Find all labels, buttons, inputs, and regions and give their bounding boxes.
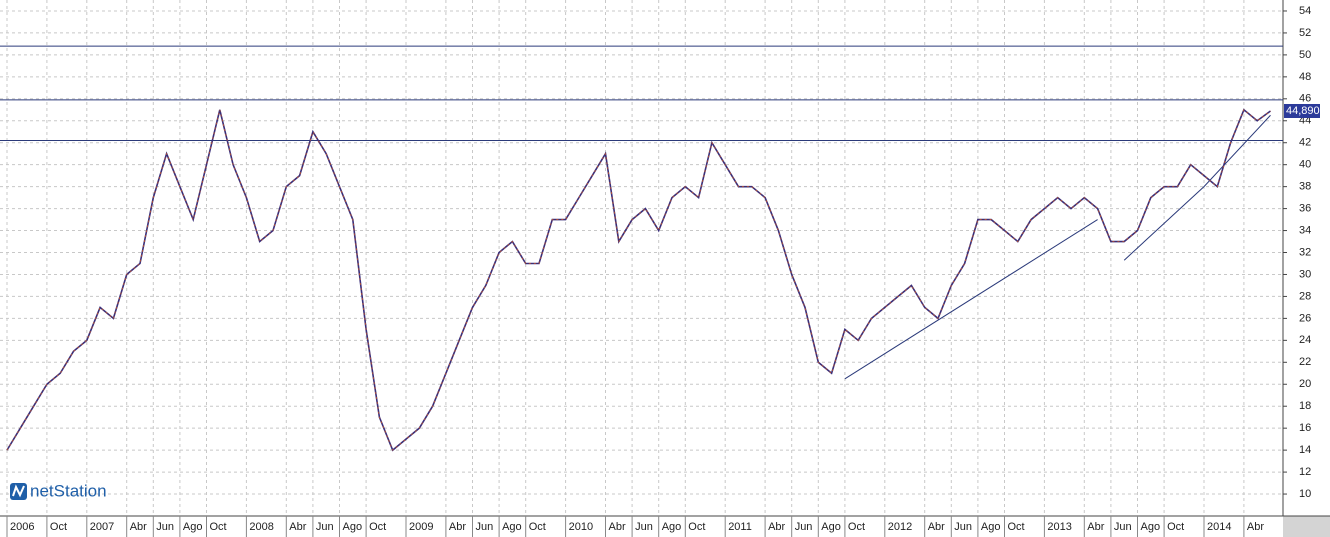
y-tick-label: 14 xyxy=(1299,444,1311,456)
y-tick-label: 22 xyxy=(1299,356,1311,368)
trend-line xyxy=(1123,114,1271,261)
y-tick-label: 54 xyxy=(1299,5,1311,17)
x-tick-label: Ago xyxy=(981,521,1001,533)
x-tick-label: Oct xyxy=(848,521,865,533)
x-tick-label: 2007 xyxy=(90,521,114,533)
x-tick-label: Oct xyxy=(1008,521,1025,533)
y-tick-label: 28 xyxy=(1299,290,1311,302)
x-tick-label: 2010 xyxy=(569,521,593,533)
logo: netStation xyxy=(10,481,107,500)
x-tick-label: Oct xyxy=(1167,521,1184,533)
x-tick-label: Abr xyxy=(1247,521,1264,533)
x-tick-label: 2013 xyxy=(1047,521,1071,533)
y-tick-label: 36 xyxy=(1299,203,1311,215)
x-tick-label: Oct xyxy=(50,521,67,533)
y-tick-label: 38 xyxy=(1299,181,1311,193)
x-tick-label: Jun xyxy=(1114,521,1132,533)
x-tick-label: Abr xyxy=(609,521,626,533)
x-tick-label: Ago xyxy=(502,521,522,533)
x-tick-label: Jun xyxy=(635,521,653,533)
y-tick-label: 18 xyxy=(1299,400,1311,412)
y-tick-label: 12 xyxy=(1299,466,1311,478)
x-tick-label: Jun xyxy=(156,521,174,533)
x-tick-label: Abr xyxy=(768,521,785,533)
y-tick-label: 46 xyxy=(1299,93,1311,105)
y-tick-label: 50 xyxy=(1299,49,1311,61)
x-tick-label: Oct xyxy=(688,521,705,533)
price-line-overlay xyxy=(6,109,1271,451)
x-tick-label: Abr xyxy=(289,521,306,533)
y-tick-label: 52 xyxy=(1299,27,1311,39)
y-tick-label: 34 xyxy=(1299,224,1311,236)
x-tick-label: Ago xyxy=(1141,521,1161,533)
trend-line xyxy=(844,219,1098,380)
x-tick-label: 2006 xyxy=(10,521,34,533)
x-tick-label: Abr xyxy=(130,521,147,533)
x-tick-label: Jun xyxy=(316,521,334,533)
x-tick-label: 2012 xyxy=(888,521,912,533)
y-tick-label: 48 xyxy=(1299,71,1311,83)
x-tick-label: Jun xyxy=(795,521,813,533)
logo-mark xyxy=(12,484,25,498)
y-tick-label: 20 xyxy=(1299,378,1311,390)
x-tick-label: Jun xyxy=(954,521,972,533)
last-price-label: 44,890 xyxy=(1286,105,1320,117)
y-tick-label: 10 xyxy=(1299,488,1311,500)
x-tick-label: Ago xyxy=(821,521,841,533)
y-tick-label: 40 xyxy=(1299,159,1311,171)
corner-panel xyxy=(1283,516,1330,537)
x-tick-label: Abr xyxy=(928,521,945,533)
x-tick-label: Oct xyxy=(369,521,386,533)
x-tick-label: 2008 xyxy=(249,521,273,533)
x-tick-label: Oct xyxy=(210,521,227,533)
y-tick-label: 30 xyxy=(1299,268,1311,280)
y-tick-label: 16 xyxy=(1299,422,1311,434)
y-tick-label: 26 xyxy=(1299,312,1311,324)
x-tick-label: Oct xyxy=(529,521,546,533)
y-tick-label: 42 xyxy=(1299,137,1311,149)
x-tick-label: Jun xyxy=(476,521,494,533)
x-tick-label: Ago xyxy=(343,521,363,533)
x-tick-label: 2011 xyxy=(728,521,752,533)
last-price-box xyxy=(1284,103,1320,118)
x-tick-label: 2014 xyxy=(1207,521,1231,533)
x-tick-label: Abr xyxy=(1087,521,1104,533)
x-tick-label: Abr xyxy=(449,521,466,533)
x-tick-label: Ago xyxy=(183,521,203,533)
x-tick-label: 2009 xyxy=(409,521,433,533)
y-tick-label: 32 xyxy=(1299,246,1311,258)
x-tick-label: Ago xyxy=(662,521,682,533)
logo-text: netStation xyxy=(30,481,107,500)
y-tick-label: 24 xyxy=(1299,334,1311,346)
